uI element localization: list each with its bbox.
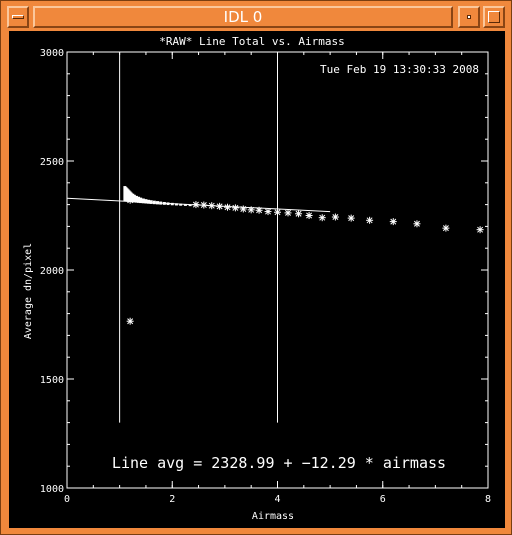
asterisk-stroke <box>366 217 373 224</box>
airmass-scatter-plot: *RAW* Line Total vs. Airmass Tue Feb 19 … <box>23 35 491 522</box>
data-point <box>389 218 397 226</box>
y-axis-label: Average dn/pixel <box>23 243 34 339</box>
asterisk-stroke <box>348 215 355 222</box>
chart-title: *RAW* Line Total vs. Airmass <box>159 35 344 48</box>
asterisk-stroke <box>127 318 134 325</box>
asterisk-stroke <box>265 208 272 215</box>
asterisk-stroke <box>248 206 255 213</box>
data-point <box>295 210 303 218</box>
asterisk-stroke <box>477 226 484 233</box>
x-tick-label: 2 <box>169 494 175 505</box>
data-point <box>126 196 134 204</box>
asterisk-stroke <box>319 214 326 221</box>
data-point <box>255 206 263 214</box>
asterisk-stroke <box>216 203 223 210</box>
asterisk-stroke <box>256 207 263 214</box>
asterisk-stroke <box>306 212 313 219</box>
data-point <box>366 216 374 224</box>
x-tick-label: 0 <box>64 494 70 505</box>
minimize-icon[interactable] <box>458 6 480 28</box>
data-points <box>123 186 484 325</box>
x-axis-label: Airmass <box>252 511 294 522</box>
asterisk-stroke <box>240 205 247 212</box>
maximize-glyph <box>488 11 500 23</box>
asterisk-stroke <box>192 201 199 208</box>
plot-canvas: *RAW* Line Total vs. Airmass Tue Feb 19 … <box>9 31 505 528</box>
y-tick-label: 1000 <box>40 484 64 495</box>
x-tick-label: 6 <box>380 494 386 505</box>
window-menu-icon[interactable] <box>7 6 29 28</box>
asterisk-stroke <box>295 210 302 217</box>
title-bar[interactable]: IDL 0 <box>3 3 509 31</box>
y-tick-label: 2500 <box>40 157 64 168</box>
asterisk-stroke <box>390 218 397 225</box>
data-point <box>331 213 339 221</box>
x-tick-label: 4 <box>274 494 280 505</box>
y-tick-label: 3000 <box>40 48 64 59</box>
data-point <box>305 212 313 219</box>
x-tick-label: 8 <box>485 494 491 505</box>
plot-lines <box>66 52 331 423</box>
y-tick-label: 2000 <box>40 266 64 277</box>
data-point <box>216 202 224 210</box>
data-point <box>231 204 239 212</box>
asterisk-stroke <box>442 225 449 232</box>
data-point <box>126 317 134 325</box>
asterisk-stroke <box>208 202 215 209</box>
asterisk-stroke <box>332 214 339 221</box>
menu-bar-glyph <box>12 15 24 19</box>
asterisk-stroke <box>232 204 239 211</box>
data-point <box>224 203 232 211</box>
fit-equation-label: Line avg = 2328.99 + −12.29 * airmass <box>112 454 446 472</box>
y-tick-label: 1500 <box>40 375 64 386</box>
asterisk-stroke <box>274 209 281 216</box>
data-point <box>239 205 247 213</box>
data-point <box>318 214 326 222</box>
data-point <box>247 206 255 214</box>
data-point <box>192 201 200 209</box>
asterisk-stroke <box>413 220 420 227</box>
asterisk-stroke <box>224 204 231 211</box>
window-title[interactable]: IDL 0 <box>33 6 453 28</box>
data-point <box>347 214 355 222</box>
data-point <box>413 220 421 228</box>
timestamp-label: Tue Feb 19 13:30:33 2008 <box>320 63 479 76</box>
minimize-glyph <box>467 15 471 19</box>
data-point <box>200 201 208 209</box>
asterisk-stroke <box>285 209 292 216</box>
data-point <box>274 208 281 216</box>
asterisk-stroke <box>200 202 207 209</box>
asterisk-stroke <box>127 197 134 204</box>
maximize-icon[interactable] <box>483 6 505 28</box>
axis-ticks: 0 2 4 6 8 1000 1500 2000 2500 3000 <box>40 48 491 505</box>
data-point <box>442 224 450 232</box>
data-point <box>284 209 292 217</box>
data-point <box>264 208 272 216</box>
data-point <box>476 226 484 234</box>
data-point <box>208 202 216 210</box>
